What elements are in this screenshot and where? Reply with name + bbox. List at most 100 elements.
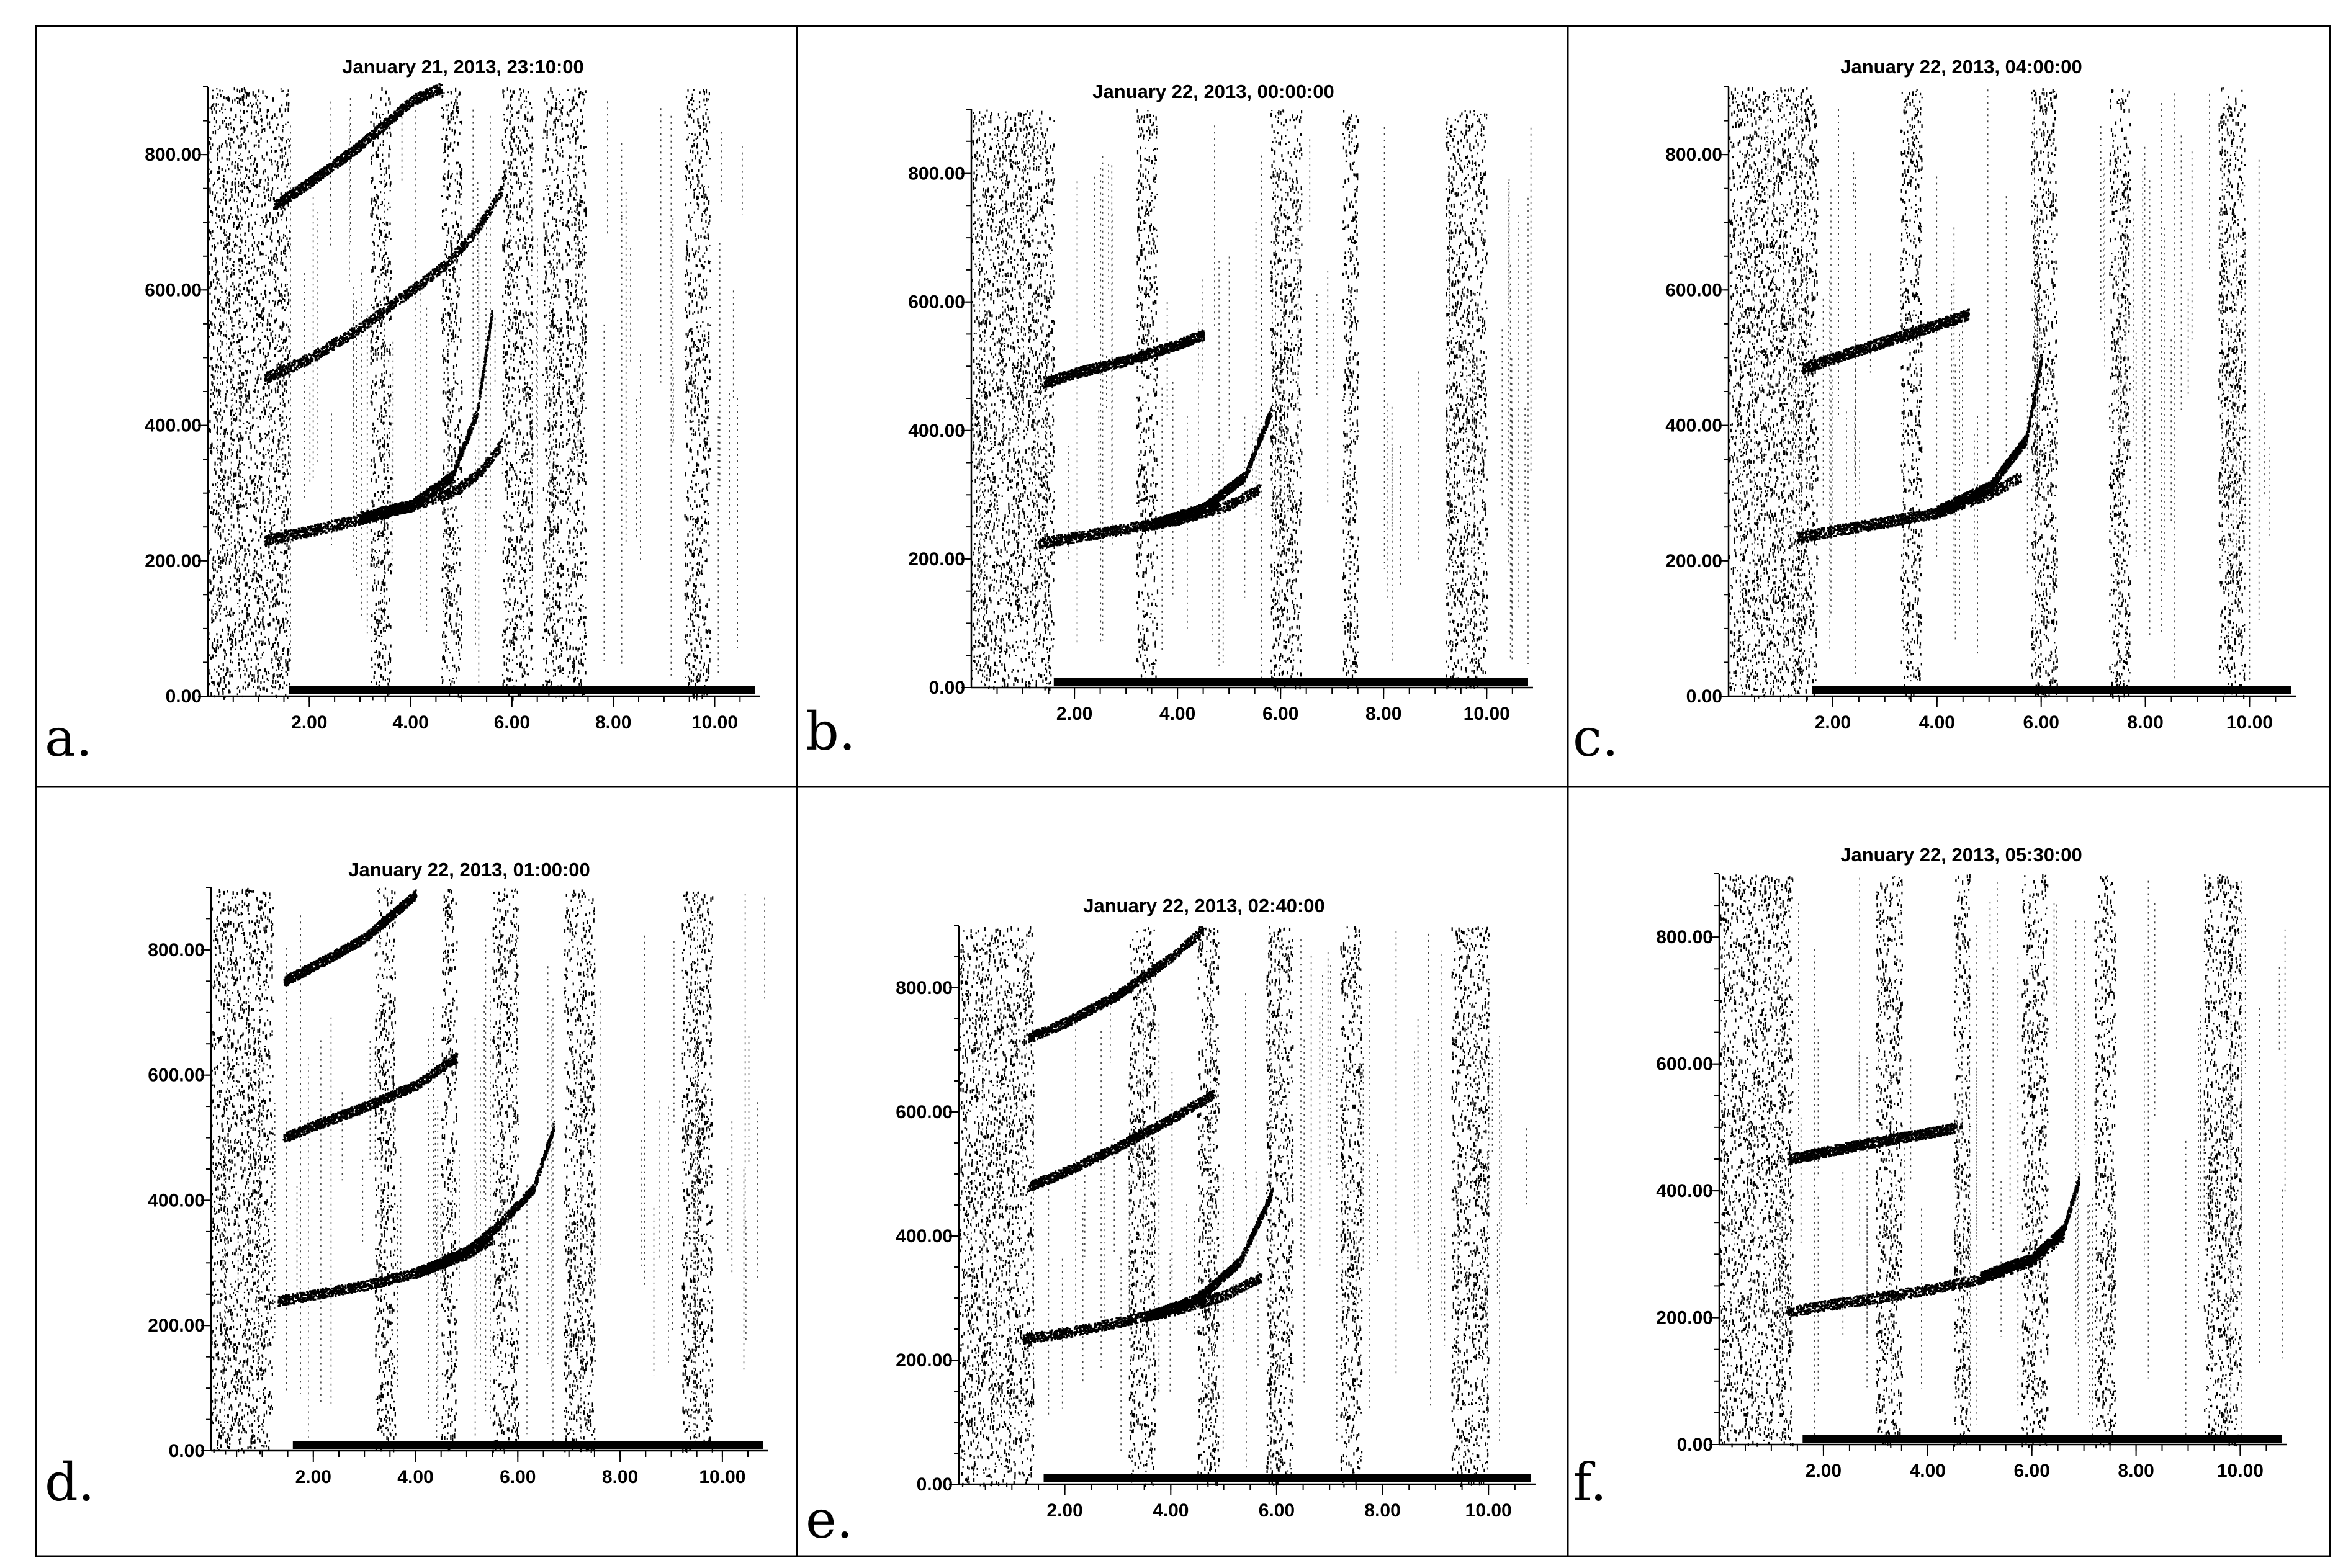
- data-point: [449, 493, 451, 495]
- data-point: [382, 510, 384, 512]
- data-point: [474, 475, 475, 477]
- data-point: [319, 529, 321, 531]
- data-point: [484, 365, 486, 367]
- data-point: [313, 531, 315, 532]
- data-point: [343, 520, 345, 522]
- data-point: [416, 506, 418, 508]
- data-point: [369, 522, 371, 524]
- data-point: [338, 523, 340, 525]
- data-point: [297, 537, 299, 539]
- chart-title: January 21, 2013, 23:10:00: [342, 56, 584, 78]
- data-point: [431, 498, 433, 500]
- data-point: [440, 491, 442, 493]
- data-point: [349, 524, 351, 526]
- data-point: [356, 521, 358, 523]
- data-point: [471, 474, 473, 476]
- data-point: [483, 464, 485, 466]
- data-point: [501, 446, 503, 447]
- data-point: [341, 528, 343, 530]
- data-point: [348, 518, 350, 520]
- data-point: [447, 492, 449, 494]
- data-point: [461, 491, 463, 493]
- data-point: [270, 536, 272, 538]
- data-point: [330, 522, 331, 524]
- data-point: [482, 475, 483, 477]
- data-point: [297, 535, 299, 537]
- data-point: [480, 396, 482, 398]
- data-point: [491, 462, 493, 464]
- data-point: [448, 497, 450, 499]
- data-point: [490, 459, 492, 461]
- data-point: [264, 544, 266, 546]
- data-point: [269, 544, 271, 545]
- data-point: [451, 472, 452, 474]
- data-point: [461, 448, 462, 450]
- data-point: [492, 455, 494, 457]
- data-point: [467, 442, 469, 444]
- data-point: [413, 510, 415, 512]
- data-point: [326, 524, 328, 526]
- data-point: [305, 534, 307, 535]
- data-point: [353, 516, 354, 518]
- data-point: [413, 508, 415, 509]
- data-point: [294, 535, 295, 537]
- data-point: [464, 486, 465, 488]
- data-point: [320, 523, 322, 525]
- data-point: [320, 531, 322, 532]
- data-point: [305, 536, 307, 538]
- data-point: [354, 519, 356, 521]
- data-point: [392, 504, 394, 506]
- data-point: [307, 526, 309, 528]
- data-point: [426, 504, 428, 506]
- data-point: [351, 521, 353, 523]
- data-point: [485, 361, 487, 363]
- data-point: [310, 534, 312, 535]
- data-point: [487, 457, 489, 459]
- data-point: [323, 522, 325, 524]
- data-point: [315, 530, 317, 532]
- data-point: [334, 526, 336, 527]
- data-point: [379, 510, 380, 512]
- data-point: [476, 472, 478, 473]
- data-point: [481, 473, 483, 475]
- data-point: [487, 459, 488, 460]
- data-point: [350, 517, 352, 519]
- data-point: [358, 514, 359, 516]
- data-point: [460, 482, 462, 483]
- data-point: [400, 503, 402, 504]
- data-point: [494, 448, 496, 450]
- data-point: [470, 426, 472, 428]
- data-point: [462, 486, 464, 488]
- data-point: [328, 521, 330, 523]
- data-point: [266, 543, 268, 545]
- data-point: [354, 516, 356, 518]
- data-point: [268, 537, 270, 539]
- data-point: [318, 527, 320, 529]
- data-point: [480, 388, 482, 390]
- data-point: [482, 377, 484, 379]
- data-point: [326, 532, 328, 534]
- data-point: [490, 453, 492, 455]
- data-point: [366, 522, 367, 524]
- data-point: [327, 526, 329, 528]
- data-point: [440, 497, 442, 499]
- data-point: [472, 428, 474, 430]
- data-point: [473, 478, 475, 480]
- data-point: [499, 446, 501, 448]
- data-point: [462, 484, 464, 486]
- data-point: [341, 518, 343, 520]
- data-point: [318, 525, 320, 527]
- data-point: [304, 531, 306, 533]
- data-point: [445, 493, 447, 495]
- data-point: [281, 542, 283, 544]
- data-point: [281, 538, 283, 540]
- data-point: [359, 514, 361, 516]
- data-point: [447, 489, 449, 491]
- data-point: [279, 532, 281, 534]
- data-point: [466, 484, 468, 486]
- data-point: [433, 500, 434, 501]
- data-point: [469, 482, 470, 483]
- data-point: [367, 519, 369, 521]
- data-point: [464, 478, 466, 480]
- data-point: [487, 342, 489, 344]
